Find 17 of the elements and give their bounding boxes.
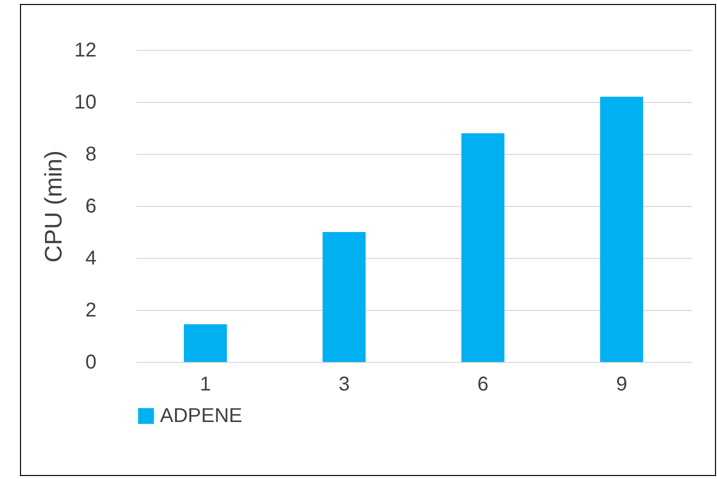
x-tick-label: 3: [338, 374, 350, 396]
x-tick-label: 9: [616, 374, 628, 396]
bar: [461, 133, 504, 362]
y-tick-label: 12: [74, 40, 96, 62]
y-tick-label: 4: [85, 248, 96, 270]
x-tick-label: 1: [200, 374, 211, 396]
y-tick-label: 8: [85, 144, 96, 166]
legend-label: ADPENE: [160, 405, 242, 427]
x-tick-label: 6: [477, 374, 488, 396]
bar: [322, 232, 366, 362]
y-axis-title: CPU (min): [40, 150, 68, 262]
y-tick-label: 6: [85, 196, 96, 218]
bar: [184, 324, 227, 362]
bar: [600, 96, 644, 362]
y-tick-label: 10: [74, 92, 96, 114]
y-tick-label: 0: [85, 352, 96, 374]
y-tick-label: 2: [85, 300, 96, 322]
